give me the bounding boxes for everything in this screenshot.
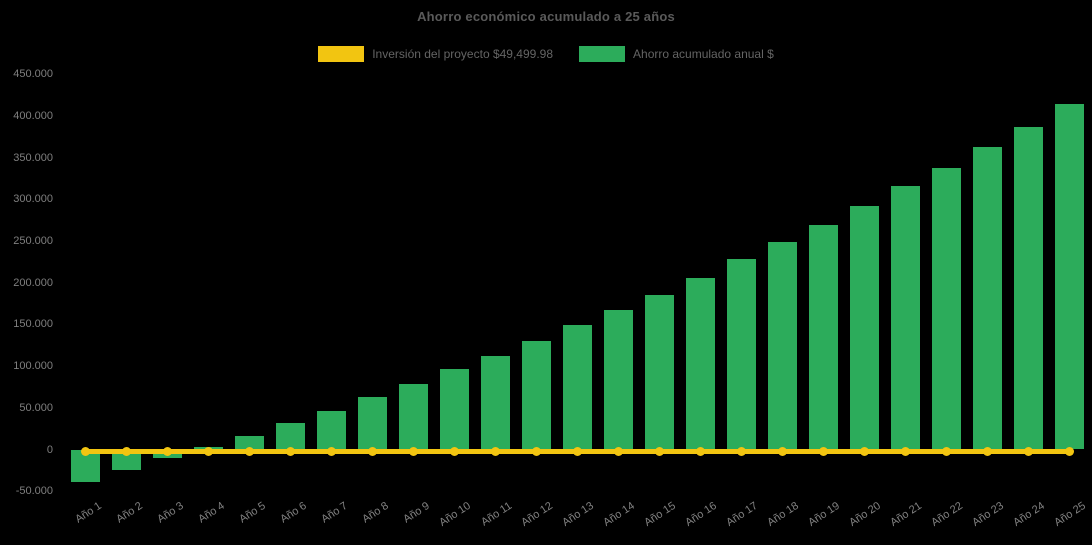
investment-line-marker[interactable]: [982, 447, 992, 456]
y-tick-label: 0: [46, 443, 53, 456]
y-tick-label: -50.000: [15, 485, 53, 498]
bar-año-13[interactable]: [562, 325, 592, 450]
y-tick-label: 350.000: [13, 151, 53, 164]
bar-año-20[interactable]: [849, 205, 879, 450]
bar-año-9[interactable]: [398, 384, 428, 450]
bar-año-5[interactable]: [234, 435, 264, 450]
x-tick-label: Año 20: [847, 499, 884, 529]
x-tick-label: Año 6: [278, 499, 310, 526]
x-tick-label: Año 15: [642, 499, 679, 529]
investment-line-marker[interactable]: [490, 447, 500, 456]
y-tick-label: 400.000: [13, 109, 53, 122]
x-tick-label: Año 17: [724, 499, 761, 529]
investment-line-marker[interactable]: [941, 447, 951, 456]
chart-title: Ahorro económico acumulado a 25 años: [417, 9, 675, 24]
x-tick-label: Año 13: [560, 499, 597, 529]
bar-año-19[interactable]: [808, 224, 838, 450]
x-tick-label: Año 25: [1052, 499, 1089, 529]
investment-line-marker[interactable]: [859, 447, 869, 456]
bar-año-25[interactable]: [1054, 104, 1084, 450]
x-tick-label: Año 1: [73, 499, 105, 526]
investment-line-marker[interactable]: [695, 447, 705, 456]
investment-line-marker[interactable]: [121, 447, 131, 456]
bar-año-24[interactable]: [1013, 126, 1043, 450]
bar-año-6[interactable]: [275, 422, 305, 450]
y-tick-label: 300.000: [13, 193, 53, 206]
investment-line-marker[interactable]: [654, 447, 664, 456]
x-tick-label: Año 8: [360, 499, 392, 526]
bar-año-17[interactable]: [726, 259, 756, 450]
x-tick-label: Año 12: [519, 499, 556, 529]
bar-año-11[interactable]: [480, 356, 510, 450]
investment-line-marker[interactable]: [367, 447, 377, 456]
x-tick-label: Año 3: [155, 499, 187, 526]
bar-año-2[interactable]: [111, 449, 141, 471]
investment-line-marker[interactable]: [613, 447, 623, 456]
investment-line-marker[interactable]: [203, 447, 213, 456]
legend-label-investment: Inversión del proyecto $49,499.98: [372, 47, 554, 61]
legend-label-savings: Ahorro acumulado anual $: [633, 47, 774, 61]
bar-año-10[interactable]: [439, 369, 469, 450]
investment-line-marker[interactable]: [285, 447, 295, 456]
x-tick-label: Año 23: [970, 499, 1007, 529]
bar-año-16[interactable]: [685, 277, 715, 450]
legend-swatch-investment-icon: [318, 46, 365, 62]
investment-line-marker[interactable]: [818, 447, 828, 456]
investment-line-marker[interactable]: [80, 447, 90, 456]
investment-line-marker[interactable]: [900, 447, 910, 456]
bar-año-18[interactable]: [767, 242, 797, 450]
x-tick-label: Año 22: [929, 499, 966, 529]
investment-line-marker[interactable]: [449, 447, 459, 456]
investment-line-marker[interactable]: [736, 447, 746, 456]
investment-line-marker[interactable]: [531, 447, 541, 456]
bar-año-22[interactable]: [931, 167, 961, 450]
bar-año-23[interactable]: [972, 146, 1002, 450]
x-tick-label: Año 11: [478, 499, 515, 529]
y-tick-label: 150.000: [13, 318, 53, 331]
bar-año-12[interactable]: [521, 341, 551, 450]
x-tick-label: Año 2: [114, 499, 146, 526]
bar-año-21[interactable]: [890, 186, 920, 450]
bar-año-7[interactable]: [316, 410, 346, 450]
investment-line-marker[interactable]: [1023, 447, 1033, 456]
x-tick-label: Año 24: [1011, 499, 1048, 529]
x-tick-label: Año 16: [683, 499, 720, 529]
investment-line-marker[interactable]: [162, 447, 172, 456]
y-tick-label: 200.000: [13, 276, 53, 289]
legend-item-investment[interactable]: Inversión del proyecto $49,499.98: [318, 46, 553, 62]
investment-line-marker[interactable]: [777, 447, 787, 456]
x-tick-label: Año 21: [888, 499, 925, 529]
y-tick-label: 250.000: [13, 235, 53, 247]
investment-line-marker[interactable]: [1064, 447, 1074, 456]
investment-line-marker[interactable]: [244, 447, 254, 456]
x-tick-label: Año 4: [196, 499, 228, 526]
bar-año-8[interactable]: [357, 396, 387, 450]
x-tick-label: Año 7: [319, 499, 351, 526]
legend-item-savings[interactable]: Ahorro acumulado anual $: [579, 46, 774, 62]
x-tick-label: Año 19: [806, 499, 843, 529]
bar-año-14[interactable]: [603, 310, 633, 450]
bar-año-15[interactable]: [644, 295, 674, 450]
y-tick-label: 100.000: [13, 360, 53, 373]
x-tick-label: Año 9: [401, 499, 433, 526]
x-tick-label: Año 10: [437, 499, 474, 529]
chart-legend: Inversión del proyecto $49,499.98 Ahorro…: [0, 46, 1092, 62]
x-tick-label: Año 5: [237, 499, 269, 526]
legend-swatch-savings-icon: [579, 46, 626, 62]
y-tick-label: 450.000: [13, 68, 53, 81]
x-tick-label: Año 14: [601, 499, 638, 529]
x-tick-label: Año 18: [765, 499, 802, 529]
investment-line-marker[interactable]: [572, 447, 582, 456]
investment-line-marker[interactable]: [408, 447, 418, 456]
investment-line-marker[interactable]: [326, 447, 336, 456]
y-tick-label: 50.000: [19, 401, 53, 414]
